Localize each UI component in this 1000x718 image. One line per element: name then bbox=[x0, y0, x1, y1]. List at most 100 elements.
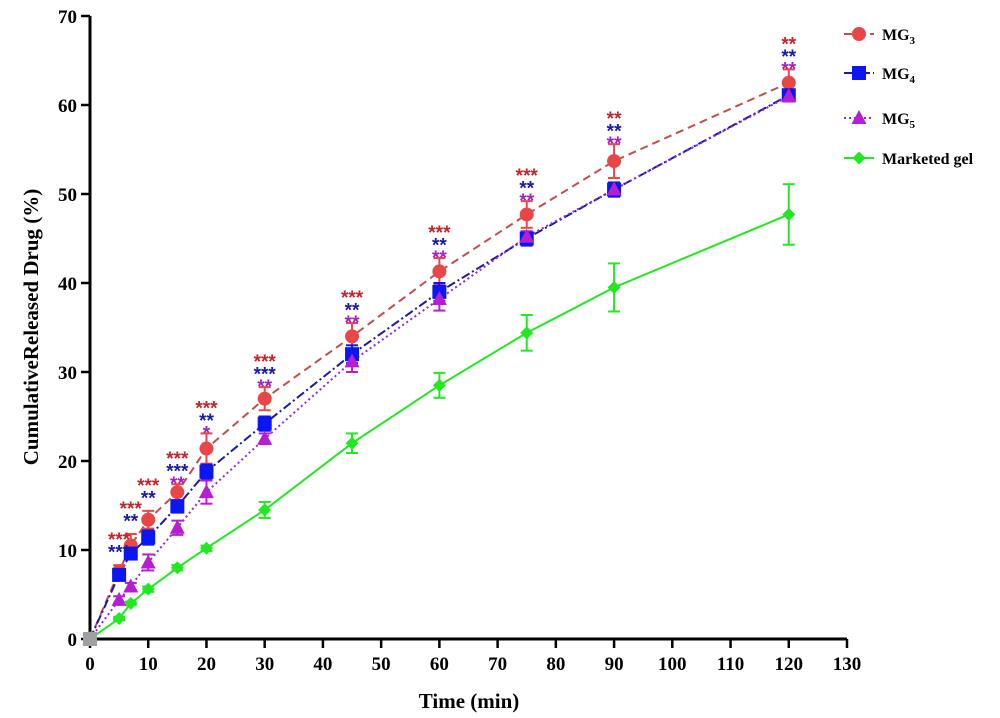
data-point bbox=[345, 436, 359, 450]
y-tick-label: 0 bbox=[68, 630, 78, 651]
data-point bbox=[520, 326, 534, 340]
series-line bbox=[89, 95, 790, 640]
data-point bbox=[170, 485, 185, 500]
significance-label: *** bbox=[516, 166, 539, 187]
y-tick-label: 50 bbox=[58, 185, 77, 206]
legend-marker bbox=[851, 110, 867, 124]
x-tick-label: 110 bbox=[717, 654, 744, 675]
data-point bbox=[141, 582, 155, 596]
data-point bbox=[258, 503, 272, 517]
significance-label: * bbox=[203, 423, 211, 444]
data-point bbox=[519, 228, 535, 243]
significance-label: ** bbox=[141, 488, 156, 509]
data-point bbox=[198, 484, 214, 499]
legend-label: MG5 bbox=[882, 111, 916, 131]
y-tick-label: 40 bbox=[58, 274, 77, 295]
data-point bbox=[199, 441, 214, 456]
legend: MG3 MG4 MG5 Marketed gel bbox=[844, 27, 974, 168]
data-point bbox=[431, 291, 447, 306]
data-point bbox=[170, 499, 185, 514]
y-tick-label: 20 bbox=[58, 452, 77, 473]
data-point bbox=[257, 416, 272, 431]
significance-label: ** bbox=[519, 191, 534, 212]
data-point bbox=[112, 567, 127, 582]
significance-label: ** bbox=[607, 109, 622, 130]
data-point bbox=[141, 530, 156, 545]
x-tick-label: 80 bbox=[546, 654, 565, 675]
significance-label: *** bbox=[166, 449, 189, 470]
data-point bbox=[432, 378, 446, 392]
data-point bbox=[781, 88, 797, 103]
legend-item: MG3 bbox=[844, 27, 916, 47]
x-tick-label: 40 bbox=[313, 654, 332, 675]
data-point bbox=[170, 561, 184, 575]
data-point bbox=[257, 430, 273, 445]
data-point bbox=[606, 181, 622, 196]
y-tick-label: 30 bbox=[58, 363, 77, 384]
legend-marker bbox=[852, 27, 866, 41]
legend-item: MG4 bbox=[844, 66, 916, 86]
x-axis-title: Time (min) bbox=[419, 689, 520, 713]
significance-label: *** bbox=[137, 476, 160, 497]
significance-label: *** bbox=[120, 499, 143, 520]
data-point bbox=[257, 391, 272, 406]
significance-label: ** bbox=[781, 34, 796, 55]
data-point bbox=[83, 632, 97, 646]
x-tick-label: 70 bbox=[488, 654, 507, 675]
data-point bbox=[123, 578, 139, 593]
significance-label: *** bbox=[254, 352, 277, 373]
x-tick-label: 60 bbox=[430, 654, 449, 675]
significance-label: ** bbox=[257, 377, 272, 398]
data-point bbox=[782, 207, 796, 221]
significance-label: *** bbox=[108, 530, 131, 551]
error-bars bbox=[84, 68, 795, 643]
data-point bbox=[169, 519, 185, 534]
x-tick-label: 120 bbox=[775, 654, 804, 675]
x-tick-label: 100 bbox=[658, 654, 687, 675]
legend-item: Marketed gel bbox=[844, 151, 974, 168]
data-point bbox=[607, 280, 621, 294]
significance-label: *** bbox=[254, 365, 277, 386]
x-tick-label: 50 bbox=[372, 654, 391, 675]
legend-label: MG3 bbox=[882, 27, 916, 47]
significance-label: ** bbox=[123, 511, 138, 532]
y-axis-title: CumulativeReleased Drug (%) bbox=[19, 189, 43, 465]
legend-label: Marketed gel bbox=[882, 151, 974, 168]
data-point bbox=[607, 154, 622, 169]
series-lines bbox=[89, 81, 790, 640]
significance-label: ** bbox=[781, 47, 796, 68]
significance-label: ** bbox=[432, 248, 447, 269]
data-point bbox=[345, 329, 360, 344]
data-point bbox=[432, 264, 447, 279]
legend-marker bbox=[852, 66, 866, 80]
data-point bbox=[124, 596, 138, 610]
x-tick-label: 20 bbox=[197, 654, 216, 675]
data-point bbox=[140, 554, 156, 569]
significance-labels: ****************************************… bbox=[108, 34, 797, 563]
series-markers bbox=[82, 75, 797, 646]
significance-label: ** bbox=[607, 134, 622, 155]
x-tick-label: 130 bbox=[833, 654, 862, 675]
legend-marker bbox=[852, 151, 866, 165]
y-tick-label: 70 bbox=[58, 7, 77, 28]
significance-label: ** bbox=[345, 301, 360, 322]
series-line bbox=[89, 94, 790, 640]
legend-label: MG4 bbox=[882, 66, 916, 86]
significance-label: *** bbox=[341, 288, 364, 309]
significance-label: ** bbox=[432, 236, 447, 257]
data-point bbox=[344, 353, 360, 368]
x-tick-label: 0 bbox=[85, 654, 95, 675]
data-point bbox=[199, 464, 214, 479]
data-point bbox=[141, 512, 156, 527]
significance-label: *** bbox=[108, 543, 131, 564]
significance-label: ** bbox=[199, 411, 214, 432]
significance-label: ** bbox=[519, 179, 534, 200]
significance-label: *** bbox=[428, 223, 451, 244]
data-point bbox=[123, 546, 138, 561]
data-point bbox=[111, 591, 127, 606]
significance-label: ** bbox=[170, 474, 185, 495]
significance-label: ** bbox=[781, 59, 796, 80]
y-tick-label: 10 bbox=[58, 541, 77, 562]
legend-item: MG5 bbox=[844, 110, 916, 131]
